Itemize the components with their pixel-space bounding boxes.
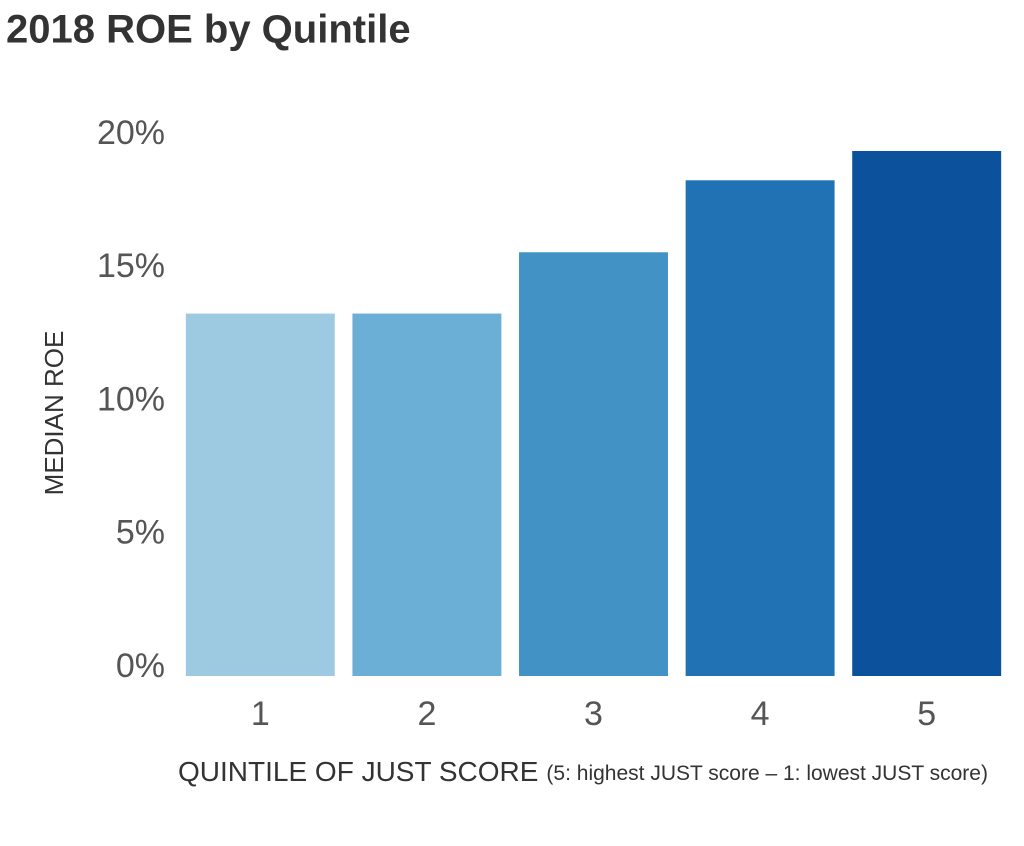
x-axis-note: (5: highest JUST score – 1: lowest JUST … <box>546 762 988 785</box>
y-tick-label: 10% <box>97 380 165 418</box>
x-axis-title: QUINTILE OF JUST SCORE <box>178 756 538 787</box>
y-tick-label: 20% <box>97 114 165 152</box>
bar <box>185 313 335 676</box>
y-axis-label: MEDIAN ROE <box>39 331 69 496</box>
x-tick-label: 4 <box>751 695 770 733</box>
y-tick-label: 0% <box>116 647 165 685</box>
x-tick-label: 2 <box>417 695 436 733</box>
x-tick-label: 3 <box>584 695 603 733</box>
bar <box>352 313 502 676</box>
chart-title: 2018 ROE by Quintile <box>6 8 411 52</box>
bar <box>685 180 835 676</box>
x-tick-label: 5 <box>917 695 936 733</box>
x-axis-label: QUINTILE OF JUST SCORE (5: highest JUST s… <box>178 756 988 787</box>
y-tick-label: 15% <box>97 247 165 285</box>
y-tick-label: 5% <box>116 514 165 552</box>
x-tick-label: 1 <box>251 695 270 733</box>
bar <box>519 252 668 676</box>
bar <box>852 150 1002 676</box>
